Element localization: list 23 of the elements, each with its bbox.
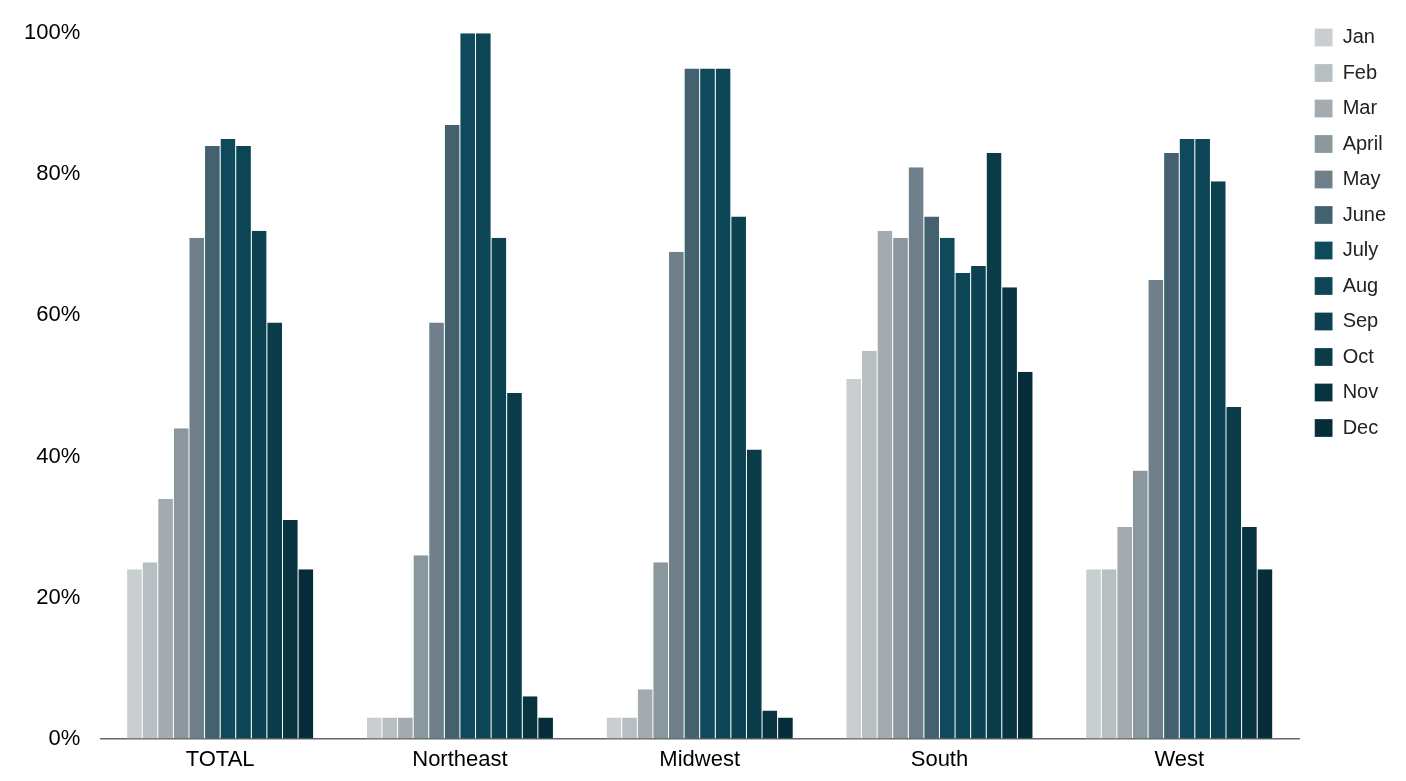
legend-label: Mar bbox=[1342, 96, 1378, 119]
legend-label: Jan bbox=[1342, 25, 1375, 48]
y-tick-label: 60% bbox=[36, 301, 81, 327]
legend-label: June bbox=[1342, 202, 1387, 225]
y-tick-label: 0% bbox=[48, 724, 81, 750]
y-tick-label: 20% bbox=[36, 583, 81, 609]
x-tick-label: West bbox=[1154, 745, 1205, 771]
legend-label: Nov bbox=[1342, 380, 1379, 403]
x-tick-label: Northeast bbox=[412, 745, 508, 771]
legend-label: July bbox=[1342, 238, 1379, 261]
x-tick-label: Midwest bbox=[659, 745, 741, 771]
x-tick-label: TOTAL bbox=[185, 745, 255, 771]
y-tick-label: 100% bbox=[23, 19, 81, 45]
y-tick-label: 80% bbox=[36, 160, 81, 186]
legend-label: Feb bbox=[1342, 60, 1378, 83]
legend-label: Oct bbox=[1342, 344, 1375, 367]
legend-label: April bbox=[1342, 131, 1383, 154]
legend-label: May bbox=[1342, 167, 1381, 190]
y-tick-label: 40% bbox=[36, 442, 81, 468]
legend-label: Sep bbox=[1342, 309, 1379, 332]
x-tick-label: South bbox=[910, 745, 969, 771]
legend-label: Aug bbox=[1342, 273, 1379, 296]
legend-label: Dec bbox=[1342, 415, 1379, 438]
